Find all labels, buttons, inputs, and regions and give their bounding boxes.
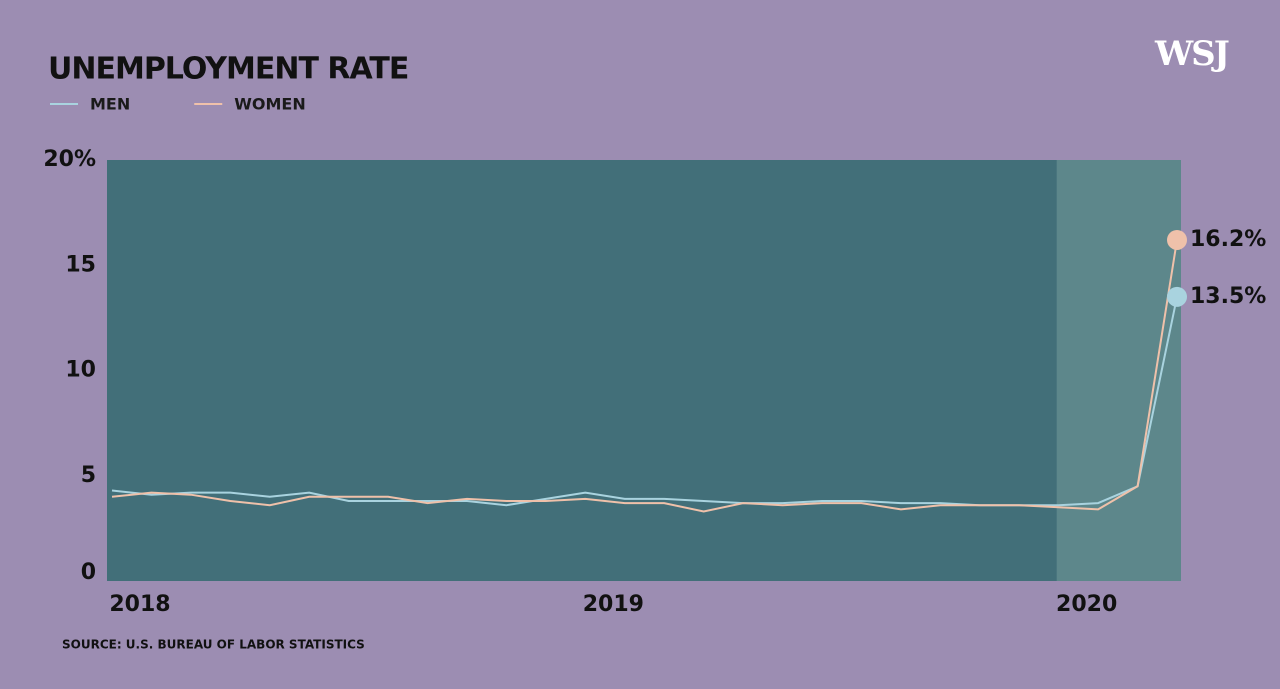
chart-title: UNEMPLOYMENT RATE bbox=[48, 52, 408, 87]
y-tick-label: 5 bbox=[81, 463, 96, 488]
value-label: 13.5% bbox=[1190, 284, 1266, 309]
end-dot bbox=[1167, 286, 1187, 307]
x-tick-label: 2019 bbox=[583, 592, 644, 617]
y-tick-label: 15 bbox=[65, 252, 96, 277]
plot-area bbox=[107, 160, 1181, 581]
source: SOURCE: U.S. BUREAU OF LABOR STATISTICS bbox=[62, 638, 365, 652]
y-tick-label: 10 bbox=[65, 358, 96, 383]
x-tick-label: 2020 bbox=[1056, 592, 1117, 617]
logo: WSJ bbox=[1154, 34, 1229, 74]
y-tick-label: 0 bbox=[81, 560, 96, 585]
value-label: 16.2% bbox=[1190, 227, 1266, 252]
legend-label: WOMEN bbox=[234, 95, 306, 114]
end-dot bbox=[1167, 229, 1187, 250]
series-line bbox=[111, 239, 1178, 513]
legend-label: MEN bbox=[90, 95, 130, 114]
highlight-band bbox=[1056, 160, 1181, 581]
x-tick-label: 2018 bbox=[109, 592, 170, 617]
y-tick-label: 20% bbox=[43, 147, 96, 172]
